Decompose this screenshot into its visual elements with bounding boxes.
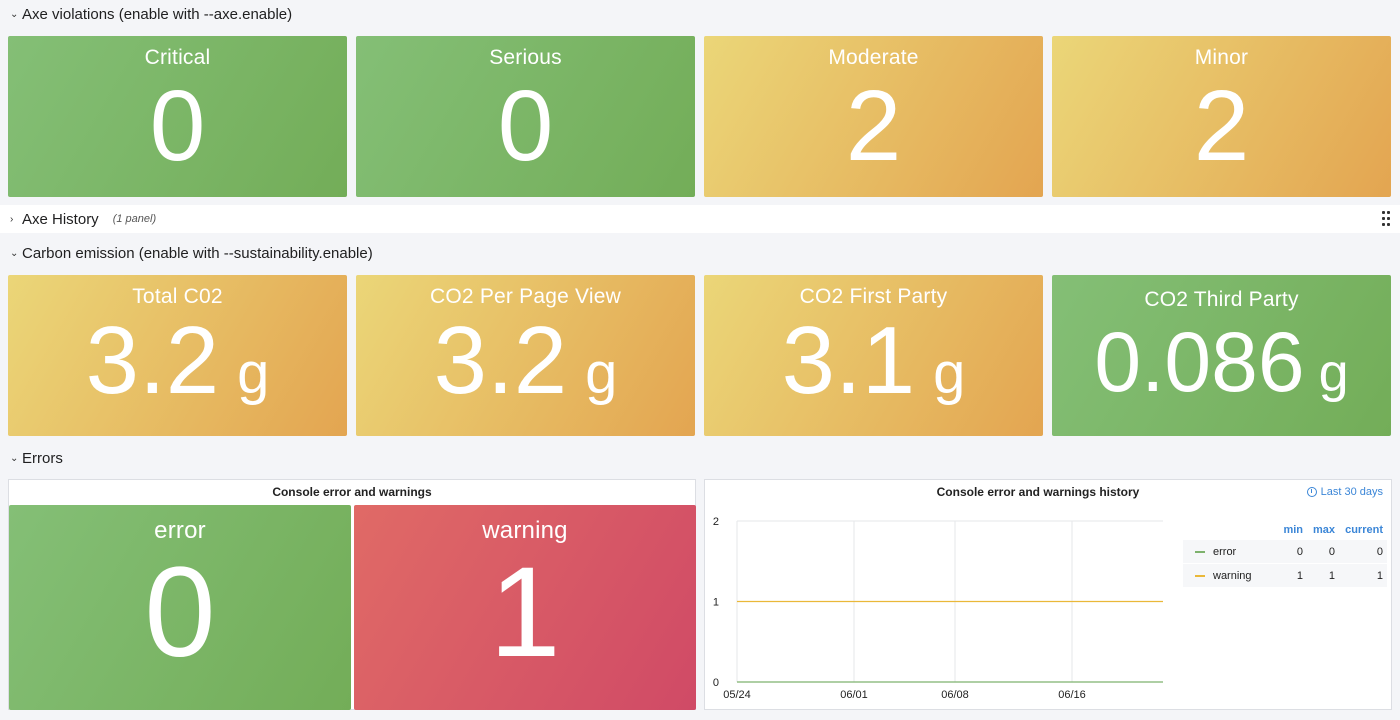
legend-item-error[interactable]: error 0 0 0 (1183, 540, 1387, 563)
legend-header-max: max (1312, 524, 1335, 536)
stat-label: Serious (489, 46, 562, 69)
stat-value: 0 (497, 70, 554, 182)
stat-label: error (154, 517, 206, 544)
stat-critical[interactable]: Critical 0 (8, 36, 347, 197)
panel-console-history[interactable]: Console error and warnings history Last … (704, 479, 1392, 710)
line-chart[interactable]: 0 1 2 05/24 06/01 06/08 06/16 (705, 508, 1175, 708)
legend-header-min: min (1283, 524, 1303, 536)
x-tick-label: 05/24 (723, 689, 751, 701)
stat-unit: g (237, 341, 270, 406)
stat-total-co2[interactable]: Total C02 3.2 g (8, 275, 347, 436)
x-tick-label: 06/08 (941, 689, 969, 701)
stat-value-wrap: 3.2 g (434, 313, 618, 409)
stat-value: 0 (144, 541, 216, 684)
row-title: Axe History (22, 210, 99, 228)
x-tick-label: 06/16 (1058, 689, 1086, 701)
row-axe-history[interactable]: › Axe History (1 panel) (0, 205, 1400, 233)
stat-co2-third-party[interactable]: CO2 Third Party 0.086 g (1052, 275, 1391, 436)
panel-title: Console error and warnings history (936, 485, 1140, 499)
stat-warning[interactable]: warning 1 (354, 505, 696, 710)
y-tick-label: 1 (713, 597, 719, 609)
row-title: Errors (22, 449, 63, 467)
row-carbon-emission[interactable]: ⌄ Carbon emission (enable with --sustain… (0, 239, 1400, 267)
stat-value: 0.086 (1094, 315, 1305, 409)
legend-min: 1 (1296, 569, 1303, 582)
stat-value: 2 (845, 70, 902, 182)
legend-max: 1 (1328, 569, 1335, 582)
legend-min: 0 (1296, 545, 1303, 558)
chevron-down-icon: ⌄ (10, 247, 19, 259)
stat-label: Critical (144, 46, 211, 69)
legend-current: 1 (1376, 569, 1383, 582)
panel-console-errors[interactable]: Console error and warnings error 0 warni… (8, 479, 696, 710)
stat-value: 3.2 (433, 307, 568, 414)
stat-label: CO2 Third Party (1144, 288, 1299, 311)
legend-item-warning[interactable]: warning 1 1 1 (1183, 564, 1387, 587)
row-title: Axe violations (enable with --axe.enable… (22, 5, 293, 23)
row-axe-violations[interactable]: ⌄ Axe violations (enable with --axe.enab… (0, 0, 1400, 28)
stat-co2-first-party[interactable]: CO2 First Party 3.1 g (704, 275, 1043, 436)
stat-unit: g (1318, 343, 1349, 403)
row-panel-count: (1 panel) (112, 213, 157, 225)
legend-header-current: current (1345, 524, 1383, 536)
legend-swatch (1195, 574, 1205, 577)
stat-co2-per-page-view[interactable]: CO2 Per Page View 3.2 g (356, 275, 695, 436)
row-errors[interactable]: ⌄ Errors (0, 444, 1400, 472)
chevron-down-icon: ⌄ (10, 452, 19, 464)
legend-current: 0 (1376, 545, 1383, 558)
panel-title: Console error and warnings (272, 485, 432, 499)
time-range-picker[interactable]: Last 30 days (1306, 486, 1383, 498)
legend-name: warning (1213, 569, 1252, 582)
stat-value: 2 (1193, 70, 1250, 182)
legend-max: 0 (1328, 545, 1335, 558)
clock-icon (1306, 487, 1317, 497)
y-tick-label: 2 (713, 516, 719, 528)
y-tick-label: 0 (713, 677, 719, 689)
stat-moderate[interactable]: Moderate 2 (704, 36, 1043, 197)
legend-swatch (1195, 550, 1205, 553)
stat-value-wrap: 3.1 g (782, 313, 966, 409)
row-title: Carbon emission (enable with --sustainab… (22, 244, 373, 262)
x-tick-label: 06/01 (840, 689, 868, 701)
stat-error[interactable]: error 0 (9, 505, 351, 710)
stat-value: 0 (149, 70, 206, 182)
stat-label: Minor (1194, 46, 1249, 69)
stat-unit: g (585, 341, 618, 406)
stat-value: 3.1 (781, 307, 916, 414)
stat-label: warning (482, 517, 568, 544)
time-range-label: Last 30 days (1320, 486, 1383, 498)
chevron-right-icon: › (10, 213, 14, 225)
stat-label: Total C02 (132, 285, 223, 308)
stat-unit: g (933, 341, 966, 406)
stat-minor[interactable]: Minor 2 (1052, 36, 1391, 197)
chevron-down-icon: ⌄ (10, 8, 19, 20)
stat-value-wrap: 3.2 g (86, 313, 270, 409)
stat-label: CO2 First Party (799, 285, 948, 308)
legend-header: min max current (1183, 520, 1387, 540)
stat-value: 3.2 (85, 307, 220, 414)
legend-name: error (1213, 545, 1237, 558)
graph-legend: min max current error 0 0 0 warning 1 1 … (1183, 520, 1387, 588)
stat-value-wrap: 0.086 g (1094, 320, 1348, 404)
stat-serious[interactable]: Serious 0 (356, 36, 695, 197)
stat-label: CO2 Per Page View (430, 285, 621, 308)
stat-label: Moderate (828, 46, 919, 69)
stat-value: 1 (489, 541, 561, 684)
drag-handle-icon[interactable] (1382, 211, 1390, 227)
